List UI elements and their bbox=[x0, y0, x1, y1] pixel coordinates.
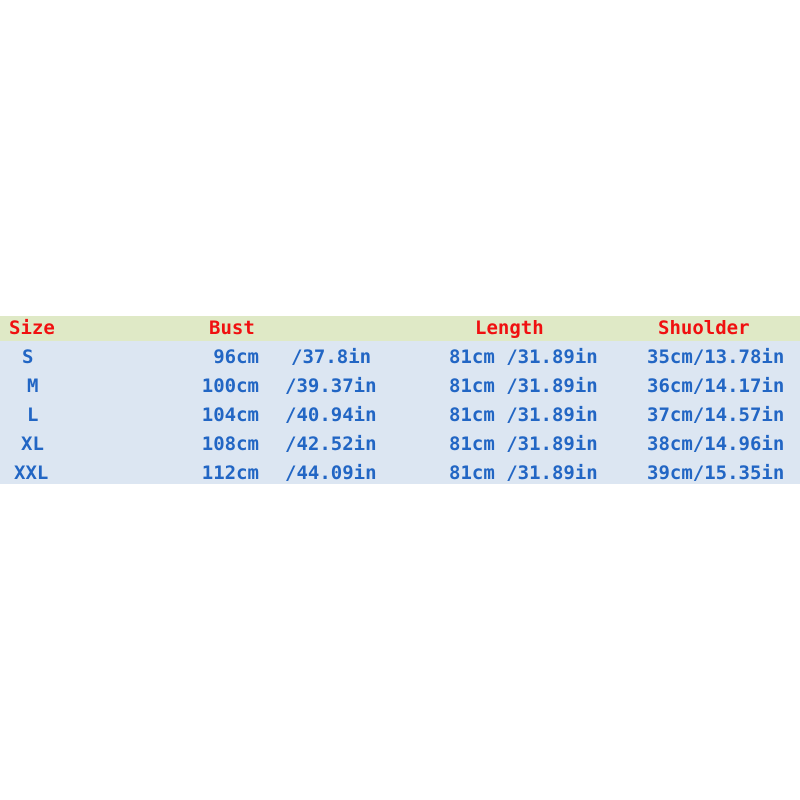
cell-size: M bbox=[27, 375, 39, 397]
cell-length: 81cm /31.89in bbox=[449, 433, 598, 455]
cell-size: XXL bbox=[14, 462, 49, 484]
table-body-band bbox=[0, 341, 800, 484]
cell-shoulder: 38cm/14.96in bbox=[647, 433, 785, 455]
cell-size: L bbox=[27, 404, 39, 426]
cell-bust-in: /42.52in bbox=[285, 433, 377, 455]
cell-bust-in: /37.8in bbox=[291, 346, 372, 368]
cell-shoulder: 37cm/14.57in bbox=[647, 404, 785, 426]
cell-bust-cm: 100cm bbox=[201, 375, 259, 397]
cell-bust-cm: 108cm bbox=[201, 433, 259, 455]
header-size: Size bbox=[9, 317, 55, 339]
table-header-band bbox=[0, 316, 800, 341]
cell-size: S bbox=[22, 346, 34, 368]
cell-length: 81cm /31.89in bbox=[449, 375, 598, 397]
cell-length: 81cm /31.89in bbox=[449, 346, 598, 368]
cell-bust-cm: 104cm bbox=[201, 404, 259, 426]
cell-shoulder: 39cm/15.35in bbox=[647, 462, 785, 484]
cell-length: 81cm /31.89in bbox=[449, 462, 598, 484]
cell-bust-in: /40.94in bbox=[285, 404, 377, 426]
header-bust: Bust bbox=[209, 317, 255, 339]
cell-size: XL bbox=[21, 433, 44, 455]
header-length: Length bbox=[475, 317, 544, 339]
cell-bust-cm: 96cm bbox=[213, 346, 259, 368]
cell-bust-in: /44.09in bbox=[285, 462, 377, 484]
cell-shoulder: 36cm/14.17in bbox=[647, 375, 785, 397]
cell-bust-in: /39.37in bbox=[285, 375, 377, 397]
cell-bust-cm: 112cm bbox=[201, 462, 259, 484]
cell-shoulder: 35cm/13.78in bbox=[647, 346, 785, 368]
header-shoulder: Shuolder bbox=[658, 317, 750, 339]
cell-length: 81cm /31.89in bbox=[449, 404, 598, 426]
